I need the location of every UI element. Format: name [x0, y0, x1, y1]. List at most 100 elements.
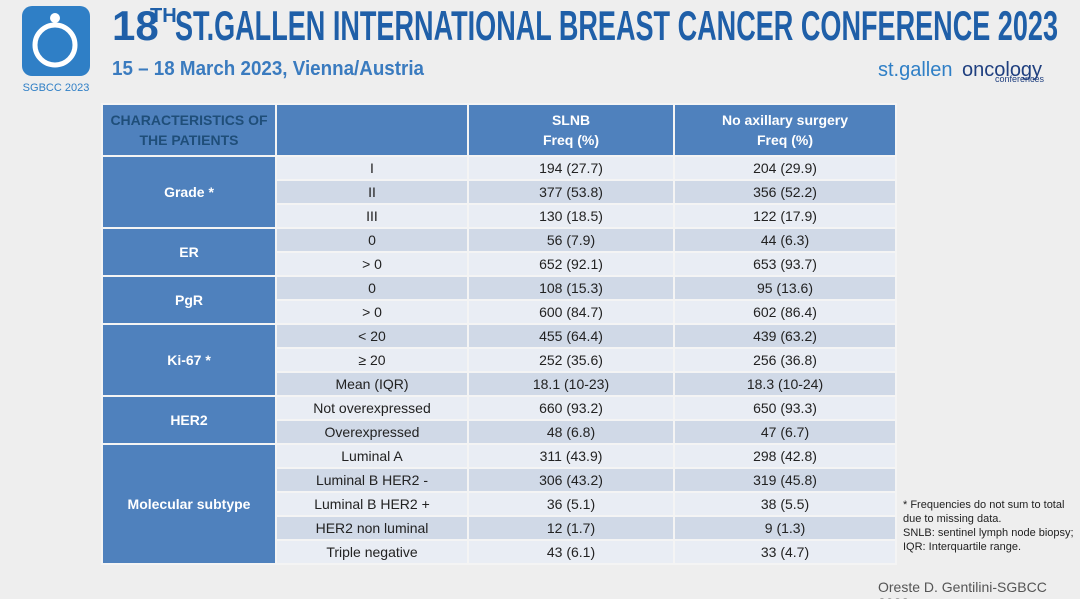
table-cell: > 0: [275, 299, 469, 325]
table-cell: II: [275, 179, 469, 205]
header-cell: No axillary surgery Freq (%): [673, 103, 897, 157]
logo-right: oncology: [962, 59, 1042, 81]
footnote: * Frequencies do not sum to total due to …: [903, 498, 1074, 554]
table-cell: 356 (52.2): [673, 179, 897, 205]
group-label: PgR: [101, 275, 277, 325]
header-cell: SLNB Freq (%): [467, 103, 675, 157]
subtitle: 15 – 18 March 2023, Vienna/Austria: [112, 58, 425, 80]
table-row: Ki-67 * < 20 455 (64.4) 439 (63.2): [101, 323, 897, 397]
header-row: CHARACTERISTICS OF THE PATIENTS SLNB Freq (…: [101, 103, 897, 157]
table-cell: 9 (1.3): [673, 515, 897, 541]
group-label: Molecular subtype: [101, 443, 277, 565]
table-cell: 204 (29.9): [673, 155, 897, 181]
table-cell: 600 (84.7): [467, 299, 675, 325]
header-cell: CHARACTERISTICS OF THE PATIENTS: [101, 103, 277, 157]
footnote-line: SNLB: sentinel lymph node biopsy;: [903, 527, 1074, 539]
table-row: ≥ 20 252 (35.6) 256 (36.8): [102, 347, 897, 373]
group-label: HER2: [101, 395, 277, 445]
table-cell: 33 (4.7): [673, 539, 897, 565]
table-cell: Overexpressed: [275, 419, 469, 445]
logo-right: conferences: [995, 74, 1045, 84]
table-cell: 43 (6.1): [467, 539, 675, 565]
table-row: > 0 652 (92.1) 653 (93.7): [102, 251, 897, 277]
table-cell: 0: [275, 227, 469, 253]
header: SGBCC 2023 18 TH ST.GALLEN INTERNATIONAL…: [22, 2, 1058, 94]
group-label: ER: [101, 227, 277, 277]
table-cell: 18.1 (10-23): [467, 371, 675, 397]
table-cell: 653 (93.7): [673, 251, 897, 277]
table-cell: 122 (17.9): [673, 203, 897, 229]
table-cell: 256 (36.8): [673, 347, 897, 373]
title: ST.GALLEN INTERNATIONAL BREAST CANCER CO…: [175, 2, 1058, 49]
table-row: > 0 600 (84.7) 602 (86.4): [102, 299, 897, 325]
footer: Oreste D. Gentilini-SGBCC 2023: [878, 579, 1047, 599]
table-row: Luminal B HER2 -306 (43.2) 319 (45.8): [102, 467, 897, 493]
table-cell: Not overexpressed: [275, 395, 469, 421]
header-text: THE PATIENTS: [139, 132, 239, 148]
logo-right: st.gallen: [878, 59, 953, 81]
table-cell: Luminal B HER2 -: [275, 467, 469, 493]
table-row: HER2 non luminal 12 (1.7) 9 (1.3): [102, 515, 897, 541]
header-text: CHARACTERISTICS OF: [110, 112, 268, 128]
footnote-line: IQR: Interquartile range.: [903, 541, 1022, 553]
table-cell: 311 (43.9): [467, 443, 675, 469]
table-cell: Luminal B HER2 +: [275, 491, 469, 517]
table-cell: 56 (7.9): [467, 227, 675, 253]
table-cell: > 0: [275, 251, 469, 277]
table-cell: 650 (93.3): [673, 395, 897, 421]
table-cell: 252 (35.6): [467, 347, 675, 373]
table-cell: ≥ 20: [275, 347, 469, 373]
table: CHARACTERISTICS OF THE PATIENTS SLNB Freq (…: [101, 103, 897, 565]
group-label: Ki-67 *: [101, 323, 277, 397]
title-number: 18: [112, 2, 159, 49]
header-text: SLNB: [551, 112, 591, 128]
logo-dot: [50, 13, 60, 23]
table-cell: 48 (6.8): [467, 419, 675, 445]
table-cell: 18.3 (10-24): [673, 371, 897, 397]
table-cell: Triple negative: [275, 539, 469, 565]
table-row: Molecular subtype Luminal A 311 (43.9) 298 …: [101, 443, 897, 565]
table-row: Overexpressed 48 (6.8) 47 (6.7): [102, 419, 897, 445]
header-text: Freq (%): [757, 132, 813, 148]
table-row: PgR 0 108 (15.3) 95 (13.6): [101, 275, 897, 325]
logo-shape: [32, 22, 78, 68]
table-cell: Mean (IQR): [275, 371, 469, 397]
table-cell: 660 (93.2): [467, 395, 675, 421]
table-cell: < 20: [275, 323, 469, 349]
table-cell: 439 (63.2): [673, 323, 897, 349]
table-cell: 44 (6.3): [673, 227, 897, 253]
header-text: Freq (%): [543, 132, 599, 148]
table-cell: HER2 non luminal: [275, 515, 469, 541]
title-suffix: TH: [150, 5, 177, 27]
footnote-line: due to missing data.: [903, 513, 1002, 525]
table-cell: 0: [275, 275, 469, 301]
table-row: Triple negative 43 (6.1) 33 (4.7): [102, 539, 897, 565]
table-cell: Luminal A: [275, 443, 469, 469]
table-row: ER 0 56 (7.9) 44 (6.3): [101, 227, 897, 277]
header-text: No axillary surgery: [721, 112, 849, 128]
table-row: III 130 (18.5) 122 (17.9): [102, 203, 897, 229]
table-row: HER2 Not overexpressed 660 (93.2) 650 (93.3…: [101, 395, 897, 445]
table-cell: 298 (42.8): [673, 443, 897, 469]
table-row: Grade * I 194 (27.7) 204 (29.9): [101, 155, 897, 229]
footnote-line: * Frequencies do not sum to total: [903, 499, 1065, 511]
table-cell: 12 (1.7): [467, 515, 675, 541]
table-cell: 652 (92.1): [467, 251, 675, 277]
logo-text: SGBCC 2023: [23, 82, 90, 94]
table-row: II 377 (53.8) 356 (52.2): [102, 179, 897, 205]
table-cell: 319 (45.8): [673, 467, 897, 493]
table-cell: 602 (86.4): [673, 299, 897, 325]
header-cell: [275, 103, 469, 157]
table-cell: 130 (18.5): [467, 203, 675, 229]
table-cell: 47 (6.7): [673, 419, 897, 445]
table-cell: 36 (5.1): [467, 491, 675, 517]
table-cell: 306 (43.2): [467, 467, 675, 493]
table-cell: 377 (53.8): [467, 179, 675, 205]
table-row: Luminal B HER2 +36 (5.1) 38 (5.5): [102, 491, 897, 517]
table-cell: 108 (15.3): [467, 275, 675, 301]
table-cell: 95 (13.6): [673, 275, 897, 301]
table-cell: III: [275, 203, 469, 229]
